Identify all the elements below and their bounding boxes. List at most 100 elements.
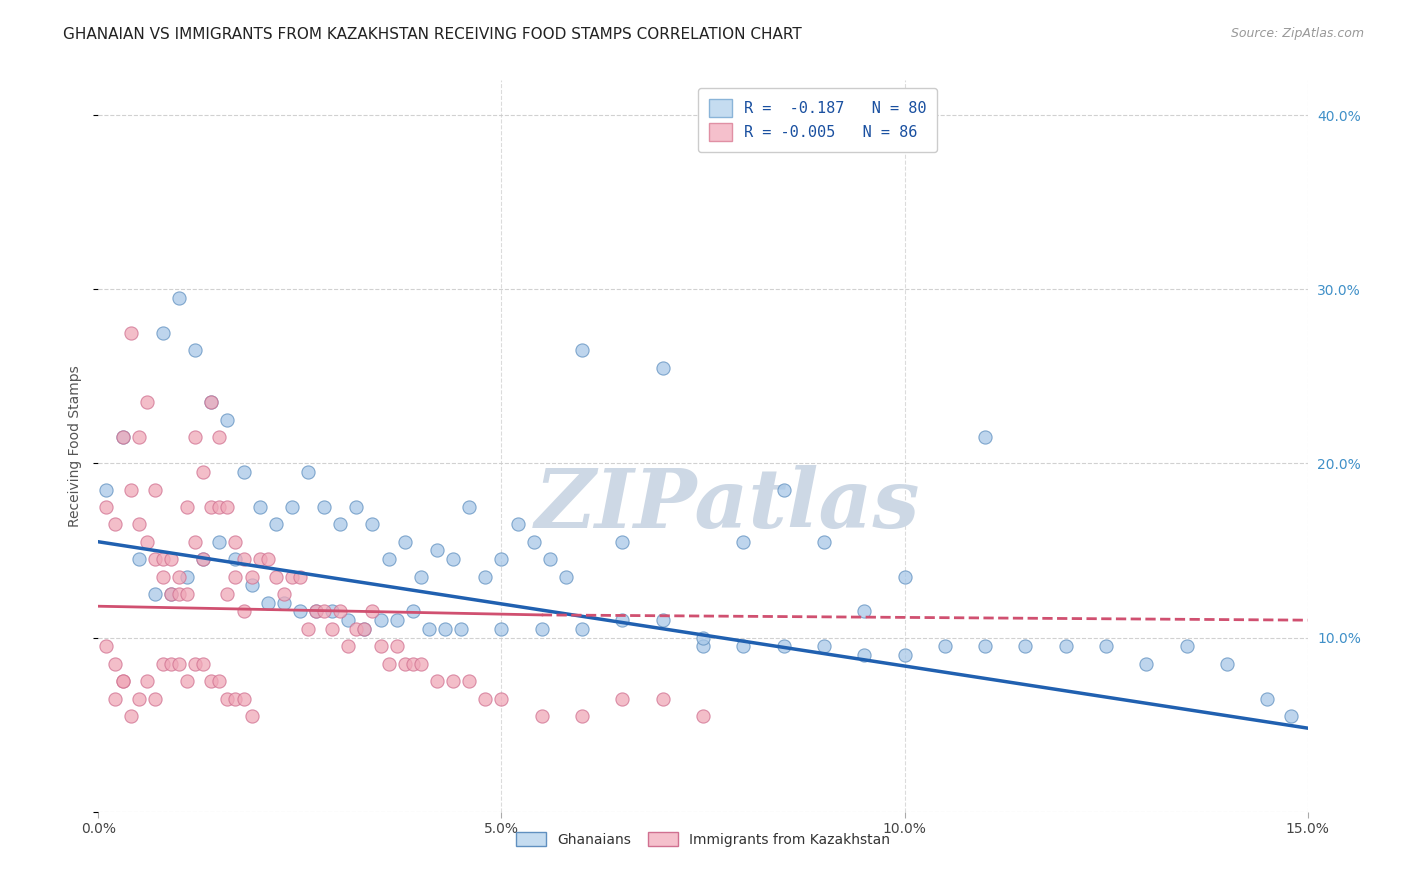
Point xyxy=(200,500,222,514)
Point xyxy=(305,604,328,618)
Point xyxy=(733,534,755,549)
Point xyxy=(409,569,432,583)
Point xyxy=(441,552,464,566)
Point xyxy=(337,640,360,654)
Point xyxy=(184,430,207,444)
Point xyxy=(394,534,416,549)
Point xyxy=(474,691,496,706)
Point xyxy=(281,569,304,583)
Point xyxy=(111,674,134,689)
Point xyxy=(337,613,360,627)
Point xyxy=(571,709,593,723)
Point xyxy=(224,691,246,706)
Point xyxy=(1014,640,1036,654)
Point xyxy=(111,430,134,444)
Point xyxy=(571,622,593,636)
Point xyxy=(224,552,246,566)
Point xyxy=(217,691,239,706)
Point xyxy=(273,596,295,610)
Point xyxy=(692,640,714,654)
Point xyxy=(434,622,457,636)
Point xyxy=(385,613,408,627)
Point xyxy=(974,640,997,654)
Point xyxy=(176,587,198,601)
Point xyxy=(314,500,336,514)
Point xyxy=(128,430,150,444)
Point xyxy=(96,483,118,497)
Point xyxy=(111,430,134,444)
Point xyxy=(193,552,215,566)
Point xyxy=(103,657,125,671)
Point xyxy=(370,640,392,654)
Point xyxy=(385,640,408,654)
Point xyxy=(377,657,399,671)
Point xyxy=(273,587,295,601)
Point xyxy=(394,657,416,671)
Text: Source: ZipAtlas.com: Source: ZipAtlas.com xyxy=(1230,27,1364,40)
Point xyxy=(813,534,835,549)
Point xyxy=(240,578,263,592)
Point xyxy=(135,674,157,689)
Point xyxy=(200,395,222,409)
Point xyxy=(256,596,278,610)
Point xyxy=(458,500,481,514)
Point xyxy=(893,569,915,583)
Point xyxy=(152,569,174,583)
Point xyxy=(96,640,118,654)
Point xyxy=(167,569,190,583)
Point xyxy=(1281,709,1303,723)
Point xyxy=(256,552,278,566)
Point xyxy=(506,517,529,532)
Point xyxy=(612,691,634,706)
Y-axis label: Receiving Food Stamps: Receiving Food Stamps xyxy=(67,365,82,527)
Point xyxy=(160,587,183,601)
Point xyxy=(217,587,239,601)
Point xyxy=(200,395,222,409)
Point xyxy=(232,604,254,618)
Point xyxy=(184,534,207,549)
Point xyxy=(426,543,449,558)
Point xyxy=(314,604,336,618)
Point xyxy=(402,657,425,671)
Point xyxy=(934,640,956,654)
Point xyxy=(450,622,472,636)
Point xyxy=(193,552,215,566)
Point xyxy=(224,569,246,583)
Point xyxy=(612,534,634,549)
Point xyxy=(160,552,183,566)
Text: GHANAIAN VS IMMIGRANTS FROM KAZAKHSTAN RECEIVING FOOD STAMPS CORRELATION CHART: GHANAIAN VS IMMIGRANTS FROM KAZAKHSTAN R… xyxy=(63,27,801,42)
Point xyxy=(538,552,561,566)
Point xyxy=(651,360,673,375)
Point xyxy=(491,622,513,636)
Point xyxy=(893,648,915,662)
Point xyxy=(128,517,150,532)
Point xyxy=(103,691,125,706)
Point xyxy=(152,657,174,671)
Point xyxy=(353,622,375,636)
Point xyxy=(361,604,384,618)
Point xyxy=(813,640,835,654)
Point xyxy=(1135,657,1157,671)
Point xyxy=(297,465,319,479)
Text: ZIPatlas: ZIPatlas xyxy=(534,465,920,544)
Point xyxy=(1256,691,1278,706)
Legend: Ghanaians, Immigrants from Kazakhstan: Ghanaians, Immigrants from Kazakhstan xyxy=(510,826,896,853)
Point xyxy=(217,413,239,427)
Point xyxy=(297,622,319,636)
Point xyxy=(571,343,593,358)
Point xyxy=(224,534,246,549)
Point xyxy=(772,640,794,654)
Point xyxy=(208,534,231,549)
Point xyxy=(193,465,215,479)
Point xyxy=(208,430,231,444)
Point xyxy=(474,569,496,583)
Point xyxy=(321,622,343,636)
Point xyxy=(853,604,876,618)
Point xyxy=(240,569,263,583)
Point xyxy=(361,517,384,532)
Point xyxy=(458,674,481,689)
Point xyxy=(128,552,150,566)
Point xyxy=(152,326,174,340)
Point xyxy=(1054,640,1077,654)
Point xyxy=(344,622,367,636)
